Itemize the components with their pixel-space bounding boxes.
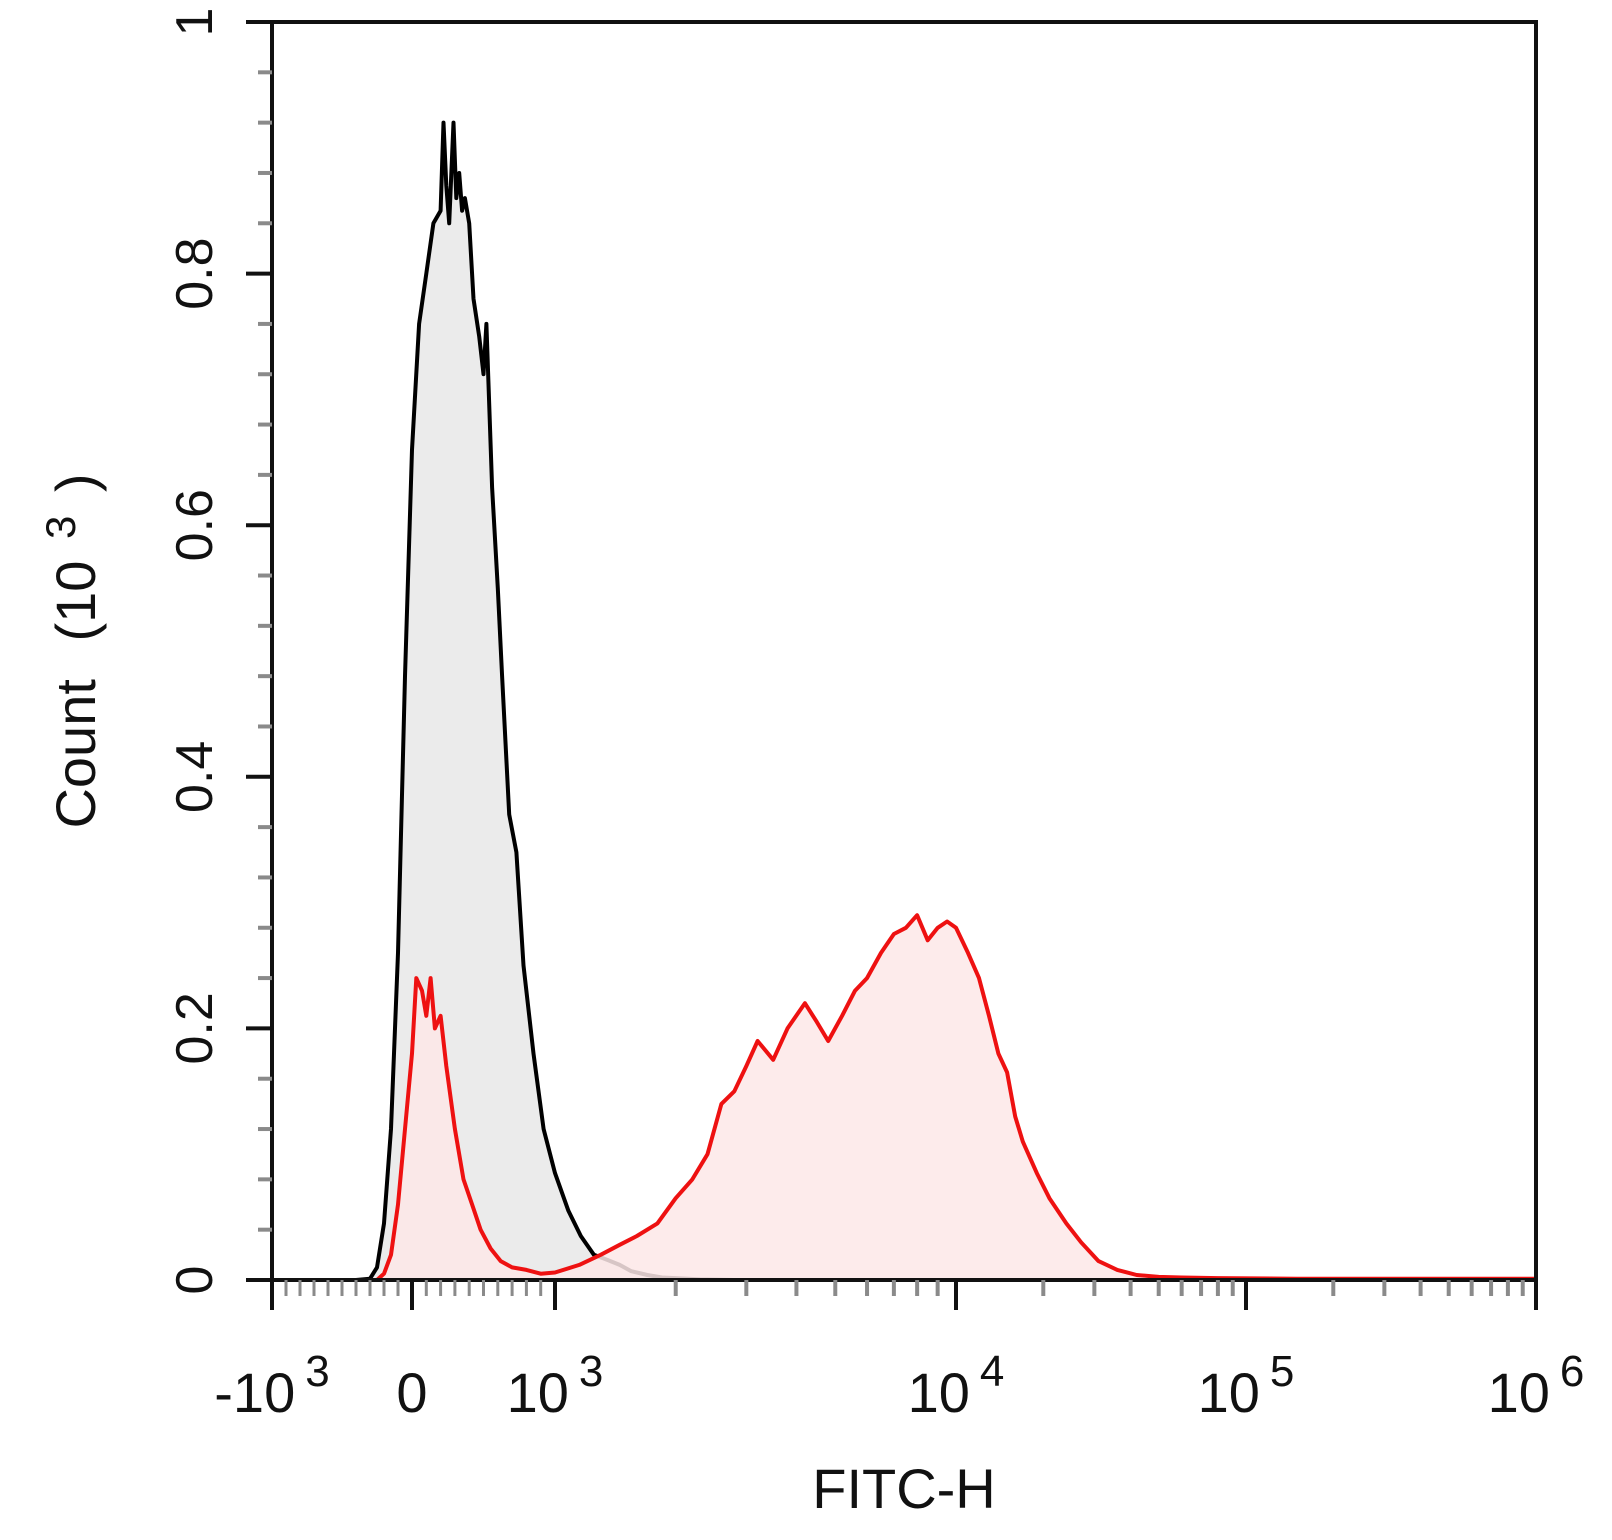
y-axis-title: Count (10 3 ) xyxy=(24,473,107,828)
y-tick-label: 0 xyxy=(166,1266,224,1295)
y-tick-label: 0.2 xyxy=(166,992,224,1064)
series-layer xyxy=(355,120,1536,1282)
x-tick-label: 10 5 xyxy=(1198,1347,1295,1424)
y-axis-title-main: Count xyxy=(44,679,107,829)
y-tick-label: 0.8 xyxy=(166,237,224,309)
series-antibody-line xyxy=(375,913,1536,1282)
y-tick-label: 1 xyxy=(166,8,224,37)
x-tick-label: 10 4 xyxy=(908,1347,1005,1424)
x-axis-title: FITC-H xyxy=(812,1457,996,1520)
y-tick-label: 0.6 xyxy=(166,489,224,561)
series-control-area xyxy=(356,122,1536,1281)
y-axis-title-unit-exp: 3 xyxy=(37,516,84,539)
x-tick-label: 10 6 xyxy=(1488,1347,1585,1424)
series-antibody-area xyxy=(377,915,1536,1280)
y-axis-title-unit-close: ) xyxy=(44,473,107,492)
y-tick-label: 0.4 xyxy=(166,741,224,813)
x-tick-label: -10 3 xyxy=(214,1347,329,1424)
ticks-layer xyxy=(246,20,1538,1310)
plot-frame xyxy=(270,20,1538,1282)
tick-labels-layer: 0 0.2 0.4 0.6 0.8 1 -10 3 0 10 3 10 4 10 5 10 6 xyxy=(166,8,1584,1424)
x-tick-label: 0 xyxy=(396,1361,427,1424)
x-tick-label: 10 3 xyxy=(507,1347,604,1424)
y-axis-title-unit-base: (10 xyxy=(44,561,107,642)
